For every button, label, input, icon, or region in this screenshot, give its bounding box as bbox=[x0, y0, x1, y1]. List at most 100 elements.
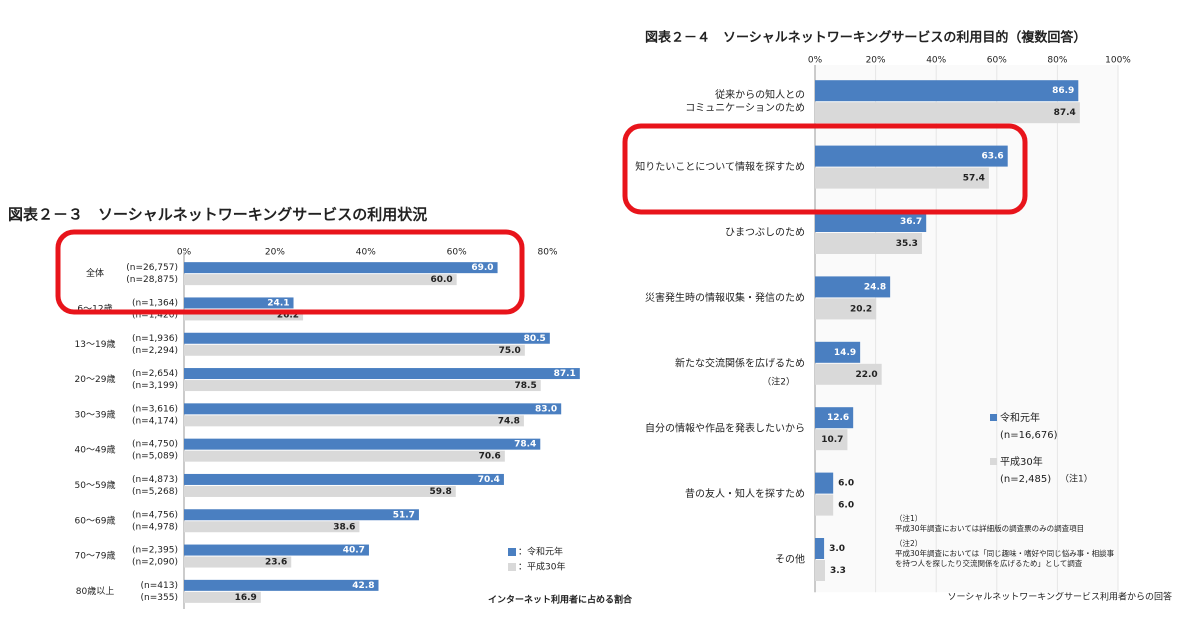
category-label: その他 bbox=[775, 553, 805, 566]
bar bbox=[184, 450, 505, 462]
bar bbox=[184, 544, 369, 556]
legend-label: 令和元年 bbox=[1000, 411, 1040, 424]
value-label: 57.4 bbox=[963, 174, 985, 184]
category-label: 災害発生時の情報収集・発信のため bbox=[645, 291, 805, 304]
value-label: 3.0 bbox=[829, 544, 845, 554]
n-label: (n=5,268) bbox=[132, 487, 178, 497]
value-label: 42.8 bbox=[352, 581, 374, 591]
bar bbox=[815, 102, 1080, 124]
n-label: (n=28,875) bbox=[126, 275, 178, 285]
value-label: 70.4 bbox=[478, 475, 500, 485]
bar bbox=[815, 145, 1008, 167]
value-label: 16.9 bbox=[235, 593, 257, 603]
category-label: 13～19歳 bbox=[75, 338, 116, 350]
category-label: 70～79歳 bbox=[75, 550, 116, 562]
n-label: (n=26,757) bbox=[126, 263, 178, 273]
value-label: 40.7 bbox=[343, 546, 365, 556]
value-label: 70.6 bbox=[479, 452, 501, 462]
value-label: 6.0 bbox=[838, 501, 854, 511]
bar bbox=[815, 341, 861, 363]
value-label: 75.0 bbox=[499, 346, 521, 356]
bar bbox=[184, 274, 457, 286]
chart-title: 図表２－４ ソーシャルネットワーキングサービスの利用目的（複数回答） bbox=[645, 30, 1086, 46]
value-label: 35.3 bbox=[896, 239, 918, 249]
bar bbox=[815, 233, 922, 254]
value-label: 20.2 bbox=[850, 304, 872, 314]
value-label: 78.4 bbox=[514, 440, 536, 450]
value-label: 26.2 bbox=[277, 310, 299, 320]
value-label: 3.3 bbox=[830, 566, 846, 576]
value-label: 22.0 bbox=[855, 370, 877, 380]
bar bbox=[815, 538, 825, 559]
bar bbox=[184, 332, 550, 344]
value-label: 23.6 bbox=[265, 558, 287, 568]
category-label: ひまつぶしのため bbox=[725, 227, 805, 239]
legend-label: ：令和元年 bbox=[518, 546, 563, 558]
x-tick-label: 20% bbox=[265, 248, 285, 258]
bar bbox=[815, 80, 1079, 102]
bar bbox=[184, 579, 379, 591]
bar bbox=[815, 211, 927, 232]
value-label: 24.1 bbox=[267, 298, 289, 308]
x-tick-label: 100% bbox=[1105, 56, 1131, 66]
footnote: ソーシャルネットワーキングサービス利用者からの回答 bbox=[947, 591, 1172, 603]
category-label: 知りたいことについて情報を探すため bbox=[635, 160, 805, 173]
value-label: 80.5 bbox=[524, 334, 546, 344]
x-tick-label: 40% bbox=[356, 248, 376, 258]
value-label: 59.8 bbox=[430, 487, 452, 497]
value-label: 38.6 bbox=[333, 522, 355, 532]
value-label: 87.1 bbox=[554, 369, 576, 379]
category-label: 30～39歳 bbox=[75, 408, 116, 420]
bar bbox=[815, 298, 877, 320]
bar bbox=[184, 309, 304, 321]
legend-n: (n=16,676) bbox=[1000, 430, 1058, 441]
n-label: (n=4,750) bbox=[132, 440, 178, 450]
value-label: 14.9 bbox=[834, 348, 856, 358]
x-tick-label: 0% bbox=[808, 56, 823, 66]
category-label: 50～59歳 bbox=[75, 479, 116, 491]
bar bbox=[184, 473, 504, 485]
n-label: (n=2,395) bbox=[132, 546, 178, 556]
x-tick-label: 60% bbox=[987, 56, 1007, 66]
value-label: 24.8 bbox=[864, 282, 886, 292]
legend-n: (n=2,485) bbox=[1000, 474, 1051, 485]
bar bbox=[815, 494, 834, 516]
value-label: 74.8 bbox=[498, 416, 520, 426]
charts: 0% 20% 40% 60% 80% 全体 69.0 (n=26,757) 60.0 (n=28,… bbox=[75, 56, 1131, 609]
legend-label: ：平成30年 bbox=[518, 561, 565, 573]
legend-swatch bbox=[508, 563, 516, 571]
legend-swatch bbox=[508, 548, 516, 556]
x-tick-label: 60% bbox=[447, 248, 467, 258]
bar bbox=[815, 167, 989, 189]
category-label: 従来からの知人とのコミュニケーションのため bbox=[685, 88, 805, 114]
legend-note: （注1） bbox=[1060, 473, 1093, 485]
bar bbox=[184, 380, 541, 392]
bar bbox=[815, 407, 854, 429]
value-label: 60.0 bbox=[430, 275, 452, 285]
value-label: 63.6 bbox=[981, 152, 1003, 162]
n-label: (n=4,978) bbox=[132, 522, 178, 532]
value-label: 12.6 bbox=[827, 413, 849, 423]
bar bbox=[184, 262, 498, 274]
category-label: 40～49歳 bbox=[75, 444, 116, 456]
n-label: (n=4,873) bbox=[132, 475, 178, 485]
n-label: (n=4,174) bbox=[132, 416, 178, 426]
bar bbox=[815, 276, 891, 298]
value-label: 51.7 bbox=[393, 510, 415, 520]
n-label: (n=2,294) bbox=[132, 346, 178, 356]
legend-swatch bbox=[990, 414, 997, 421]
x-tick-label: 20% bbox=[866, 56, 886, 66]
category-label: 新たな交流関係を広げるため bbox=[675, 356, 805, 369]
category-label: 昔の友人・知人を探すため bbox=[685, 487, 805, 500]
category-label: 自分の情報や作品を発表したいから bbox=[645, 422, 805, 435]
n-label: (n=355) bbox=[141, 593, 178, 603]
value-label: 87.4 bbox=[1054, 108, 1076, 118]
bar bbox=[815, 429, 848, 451]
note: （注1） bbox=[895, 513, 922, 523]
annotation: （注2） bbox=[762, 376, 795, 388]
n-label: (n=1,936) bbox=[132, 334, 178, 344]
category-label: 60～69歳 bbox=[75, 514, 116, 526]
highlight-box bbox=[55, 229, 525, 315]
n-label: (n=2,654) bbox=[132, 369, 178, 379]
